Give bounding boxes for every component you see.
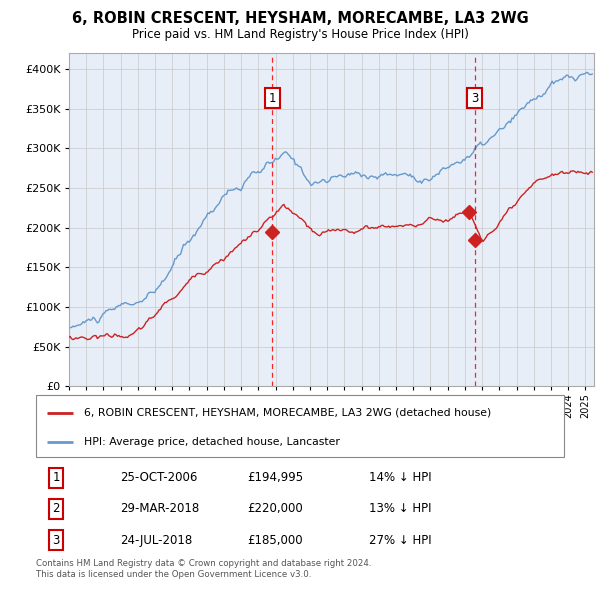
Text: £185,000: £185,000 <box>247 533 303 546</box>
Text: 13% ↓ HPI: 13% ↓ HPI <box>368 502 431 516</box>
Text: 24-JUL-2018: 24-JUL-2018 <box>121 533 193 546</box>
Text: 1: 1 <box>52 471 60 484</box>
Text: 29-MAR-2018: 29-MAR-2018 <box>121 502 200 516</box>
Text: 27% ↓ HPI: 27% ↓ HPI <box>368 533 431 546</box>
Text: 3: 3 <box>471 91 478 104</box>
Text: 2: 2 <box>52 502 60 516</box>
Text: This data is licensed under the Open Government Licence v3.0.: This data is licensed under the Open Gov… <box>36 571 311 579</box>
Text: 1: 1 <box>269 91 276 104</box>
Text: 6, ROBIN CRESCENT, HEYSHAM, MORECAMBE, LA3 2WG (detached house): 6, ROBIN CRESCENT, HEYSHAM, MORECAMBE, L… <box>83 408 491 418</box>
Text: Price paid vs. HM Land Registry's House Price Index (HPI): Price paid vs. HM Land Registry's House … <box>131 28 469 41</box>
Text: 14% ↓ HPI: 14% ↓ HPI <box>368 471 431 484</box>
Text: £220,000: £220,000 <box>247 502 303 516</box>
FancyBboxPatch shape <box>36 395 564 457</box>
Text: 3: 3 <box>52 533 60 546</box>
Text: 6, ROBIN CRESCENT, HEYSHAM, MORECAMBE, LA3 2WG: 6, ROBIN CRESCENT, HEYSHAM, MORECAMBE, L… <box>71 11 529 25</box>
Text: HPI: Average price, detached house, Lancaster: HPI: Average price, detached house, Lanc… <box>83 437 340 447</box>
Text: Contains HM Land Registry data © Crown copyright and database right 2024.: Contains HM Land Registry data © Crown c… <box>36 559 371 568</box>
Text: 25-OCT-2006: 25-OCT-2006 <box>121 471 198 484</box>
Text: £194,995: £194,995 <box>247 471 304 484</box>
